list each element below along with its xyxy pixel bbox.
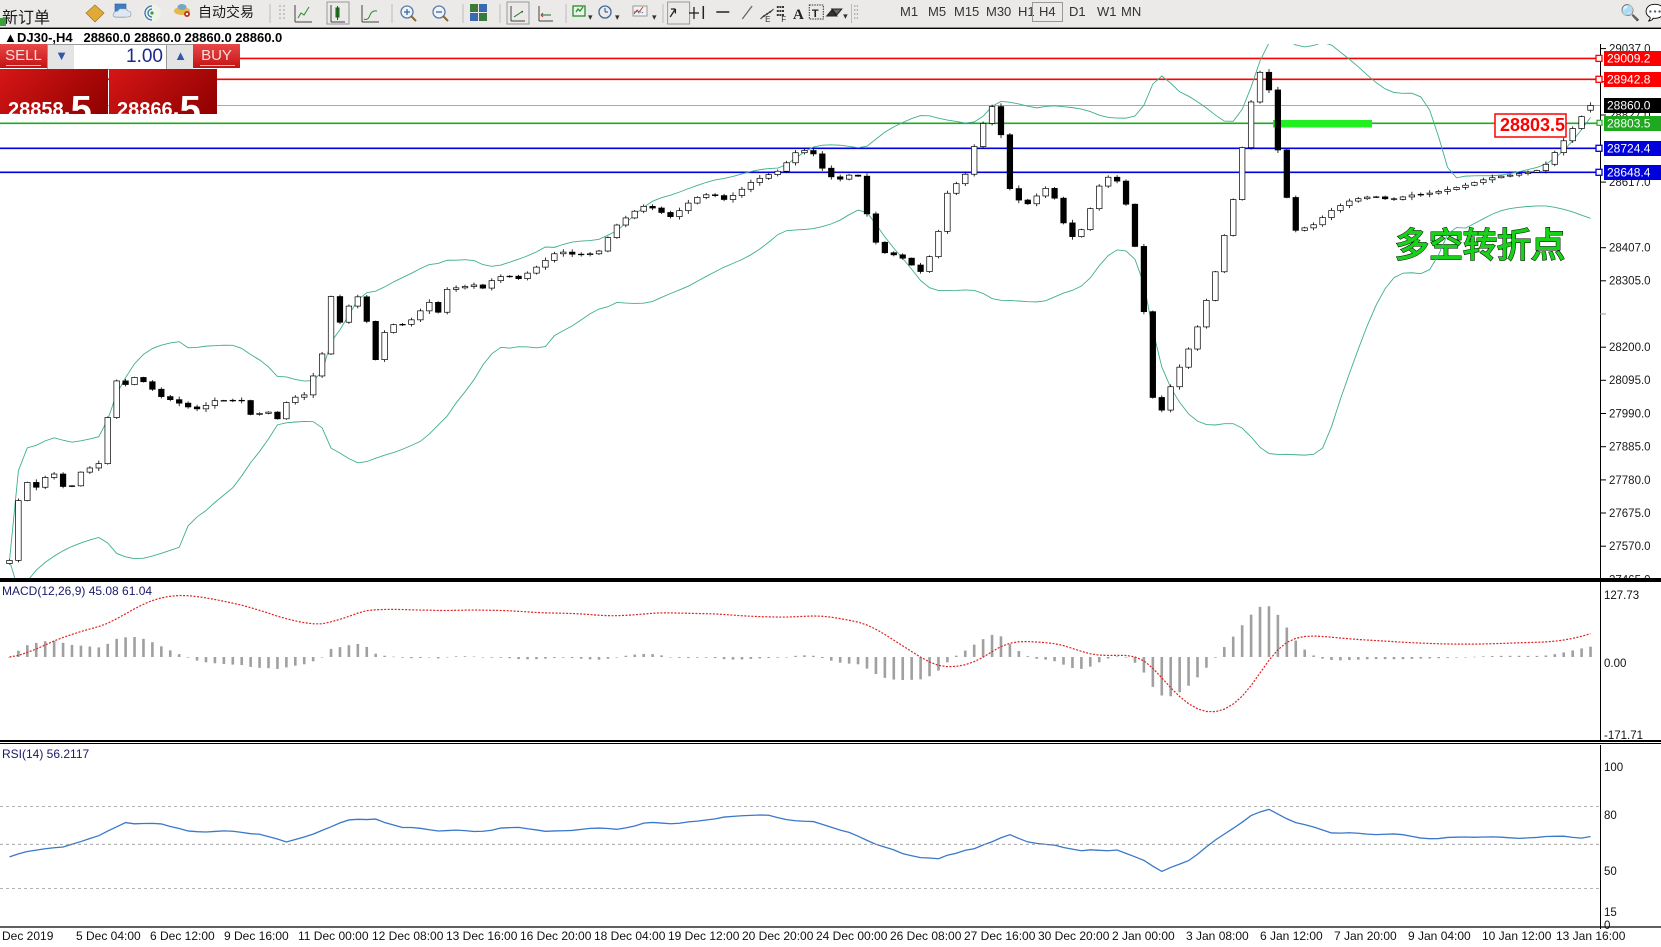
svg-text:▾: ▾ (615, 12, 620, 22)
svg-text:28095.0: 28095.0 (1609, 375, 1651, 387)
svg-text:28860.0: 28860.0 (1607, 99, 1651, 113)
svg-text:F: F (781, 15, 786, 24)
svg-text:E: E (765, 15, 770, 24)
svg-text:▾: ▾ (843, 11, 848, 21)
svg-text:▾: ▾ (588, 12, 593, 22)
svg-text:27465.0: 27465.0 (1609, 574, 1651, 578)
svg-text:T: T (812, 8, 819, 20)
svg-text:27885.0: 27885.0 (1609, 442, 1651, 454)
svg-text:28648.4: 28648.4 (1607, 166, 1651, 180)
svg-text:28200.0: 28200.0 (1609, 342, 1651, 354)
svg-text:自动交易: 自动交易 (198, 4, 254, 20)
svg-text:28305.0: 28305.0 (1609, 276, 1651, 288)
svg-text:27990.0: 27990.0 (1609, 408, 1651, 420)
svg-text:28803.5: 28803.5 (1500, 115, 1565, 135)
svg-text:▾: ▾ (652, 12, 657, 22)
svg-text:27675.0: 27675.0 (1609, 508, 1651, 520)
svg-text:28724.4: 28724.4 (1607, 142, 1651, 156)
svg-text:A: A (793, 7, 804, 23)
svg-text:27780.0: 27780.0 (1609, 475, 1651, 487)
svg-text:28803.5: 28803.5 (1607, 117, 1651, 131)
svg-text:28407.0: 28407.0 (1609, 243, 1651, 255)
svg-text:28942.8: 28942.8 (1607, 73, 1651, 87)
svg-text:29009.2: 29009.2 (1607, 52, 1651, 66)
svg-text:27570.0: 27570.0 (1609, 541, 1651, 553)
svg-text:多空转折点: 多空转折点 (1395, 227, 1565, 265)
